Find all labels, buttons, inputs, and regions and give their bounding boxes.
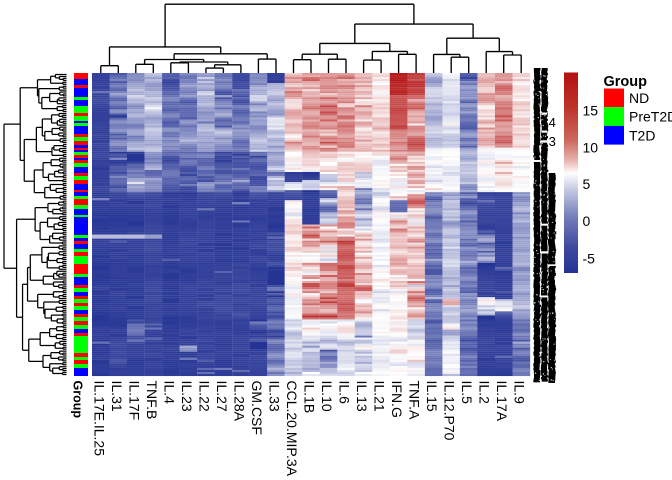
svg-text:15: 15 [583,102,599,118]
svg-text:Group: Group [71,381,85,419]
svg-text:3: 3 [549,134,556,149]
svg-text:IL.23: IL.23 [179,381,195,412]
svg-text:5: 5 [583,176,591,192]
svg-text:IL.12.P70: IL.12.P70 [442,381,458,441]
svg-text:TNF.A: TNF.A [407,381,423,421]
svg-text:IL.22: IL.22 [196,381,212,412]
svg-text:Group: Group [604,74,648,90]
svg-text:IL.17E.IL.25: IL.17E.IL.25 [91,381,107,457]
svg-text:PreT2D: PreT2D [629,109,672,125]
svg-text:IL.9: IL.9 [512,381,528,405]
svg-text:IL.31: IL.31 [109,381,125,412]
svg-text:IL.21: IL.21 [372,381,388,412]
svg-text:GM.CSF: GM.CSF [249,381,265,435]
svg-text:IL.17A: IL.17A [494,381,510,422]
svg-text:IL.13: IL.13 [354,381,370,412]
svg-text:IL.10: IL.10 [319,381,335,412]
svg-text:4: 4 [549,115,556,130]
svg-text:IL.33: IL.33 [267,381,283,412]
svg-text:-5: -5 [583,250,596,266]
svg-text:IL.6: IL.6 [337,381,353,405]
svg-text:IL.5: IL.5 [459,381,475,405]
svg-text:T2D: T2D [629,127,655,143]
svg-text:IL.1B: IL.1B [302,381,318,414]
svg-text:ND: ND [629,90,649,106]
svg-text:IL.17F: IL.17F [126,381,142,421]
svg-text:IL.2: IL.2 [477,381,493,405]
svg-text:IL.15: IL.15 [424,381,440,412]
svg-text:IL.27: IL.27 [214,381,230,412]
svg-text:IL.28A: IL.28A [231,381,247,422]
svg-text:IL.4: IL.4 [161,381,177,405]
svg-text:TNF.B: TNF.B [144,381,160,420]
svg-text:IFN.G: IFN.G [389,381,405,418]
svg-text:10: 10 [583,139,599,155]
svg-text:0: 0 [583,213,591,229]
svg-text:CCL.20.MIP.3A: CCL.20.MIP.3A [284,381,300,477]
